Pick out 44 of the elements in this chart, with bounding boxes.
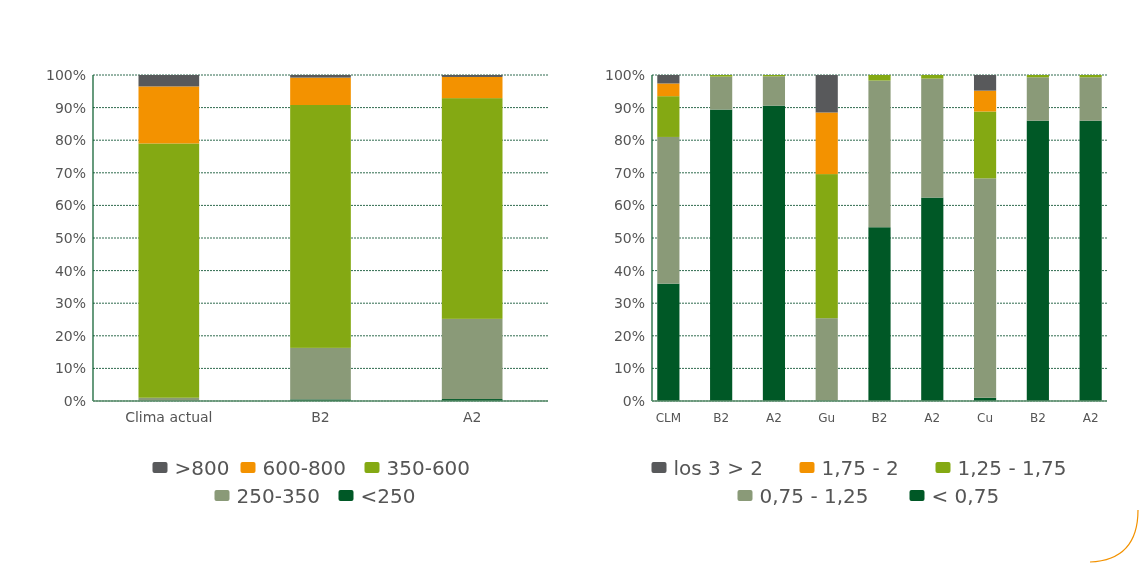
- y-tick-label: 50%: [613, 229, 645, 246]
- x-tick-label: B2: [1029, 411, 1046, 425]
- legend-label: 250-350: [236, 484, 321, 508]
- y-tick-label: 90%: [54, 99, 86, 116]
- legend-label: < 0,75: [931, 484, 1000, 508]
- legend-label: 350-600: [386, 456, 471, 480]
- y-tick-label: 60%: [54, 197, 86, 214]
- x-tick-label: Gu: [818, 411, 836, 425]
- x-tick-label: A2: [1082, 411, 1099, 425]
- x-tick-label: A2: [766, 411, 782, 425]
- y-tick-label: 10%: [54, 360, 86, 377]
- y-tick-label: 80%: [54, 132, 86, 149]
- y-tick-label: 40%: [613, 262, 645, 279]
- legend-label: 1,25 - 1,75: [957, 456, 1067, 480]
- y-tick-label: 20%: [613, 327, 645, 344]
- y-tick-label: 10%: [613, 360, 645, 377]
- x-tick-label: A2: [924, 411, 941, 425]
- x-tick-label: Clima actual: [125, 409, 213, 425]
- y-tick-label: 20%: [54, 327, 86, 344]
- x-tick-label: B2: [713, 411, 730, 425]
- y-tick-label: 40%: [54, 262, 86, 279]
- x-tick-label: B2: [311, 409, 330, 425]
- y-tick-label: 70%: [613, 164, 645, 181]
- y-tick-label: 100%: [45, 66, 86, 83]
- y-tick-label: 80%: [613, 132, 645, 149]
- y-tick-label: 70%: [54, 164, 86, 181]
- x-tick-label: A2: [462, 409, 482, 425]
- y-tick-label: 0%: [63, 392, 86, 409]
- y-tick-label: 0%: [622, 392, 645, 409]
- legend-label: <250: [360, 484, 416, 508]
- y-tick-label: 100%: [604, 66, 645, 83]
- x-tick-label: B2: [871, 411, 888, 425]
- y-tick-label: 60%: [613, 197, 645, 214]
- y-tick-label: 50%: [54, 229, 86, 246]
- x-tick-label: Cu: [977, 411, 994, 425]
- y-tick-label: 90%: [613, 99, 645, 116]
- legend-label: 600-800: [262, 456, 347, 480]
- legend-label: 1,75 - 2: [821, 456, 899, 480]
- legend-label: >800: [174, 456, 230, 480]
- legend-label: los 3 > 2: [673, 456, 763, 480]
- y-tick-label: 30%: [54, 295, 86, 312]
- legend-label: 0,75 - 1,25: [759, 484, 869, 508]
- x-tick-label: CLM: [655, 411, 682, 425]
- y-tick-label: 30%: [613, 295, 645, 312]
